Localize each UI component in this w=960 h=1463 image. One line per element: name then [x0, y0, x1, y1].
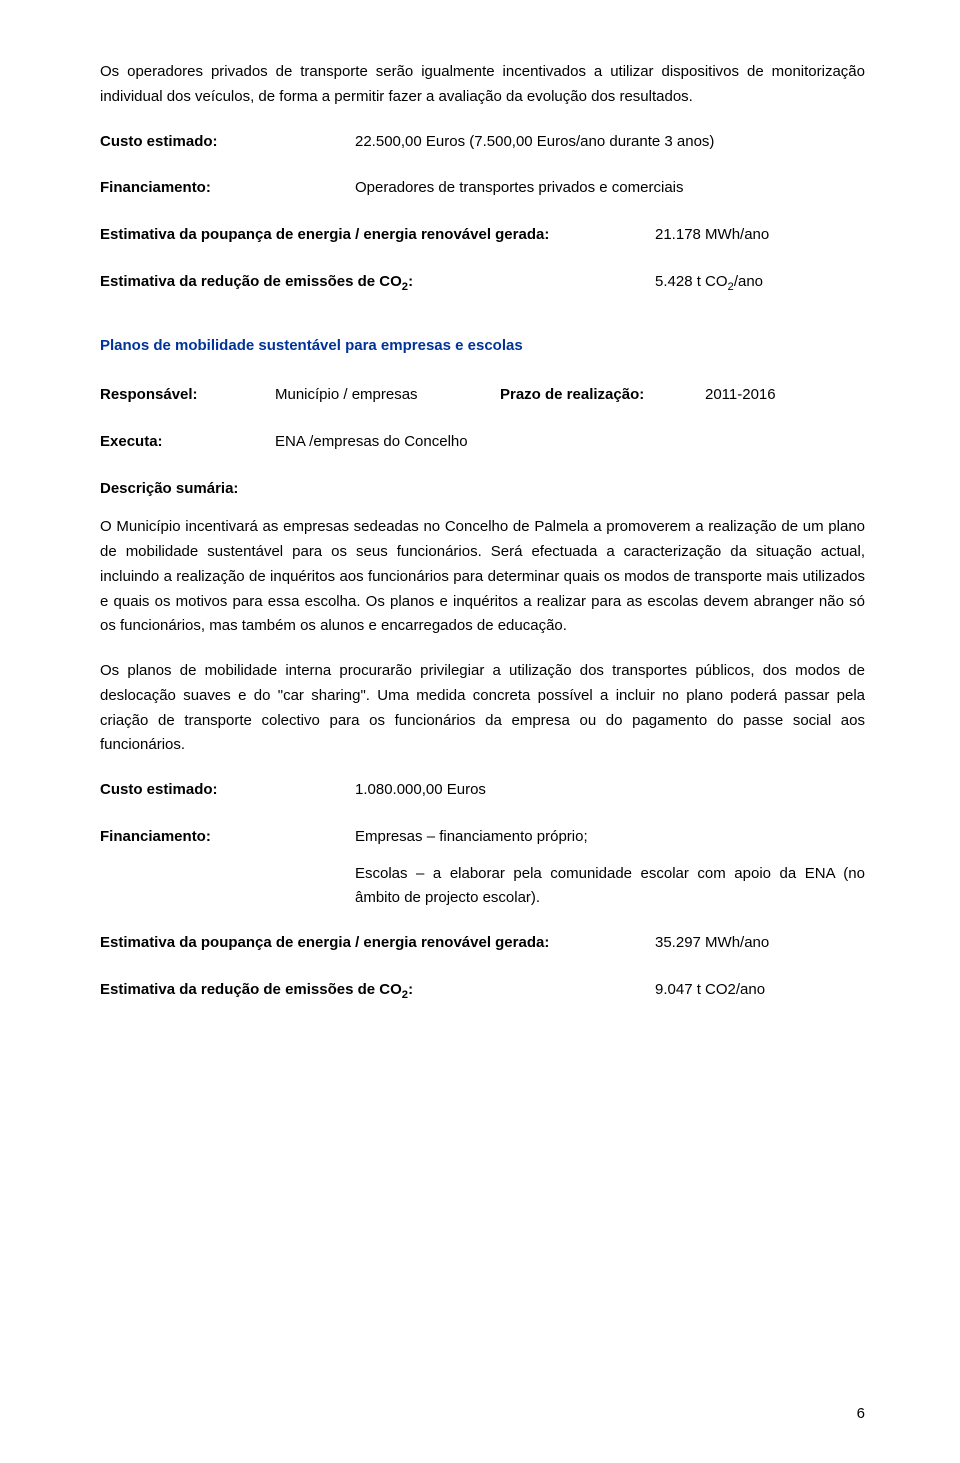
co2-row-2: Estimativa da redução de emissões de CO2…: [100, 978, 865, 1005]
financ-label-2: Financiamento:: [100, 825, 355, 850]
co2-value-1: 5.428 t CO2/ano: [655, 270, 763, 297]
custo-label-2: Custo estimado:: [100, 778, 355, 803]
poupanca-row-1: Estimativa da poupança de energia / ener…: [100, 223, 865, 248]
financ-row-1: Financiamento: Operadores de transportes…: [100, 176, 865, 201]
descricao-p1: O Município incentivará as empresas sede…: [100, 515, 865, 639]
executa-row: Executa: ENA /empresas do Concelho: [100, 430, 865, 455]
descricao-label: Descrição sumária:: [100, 477, 865, 502]
co2-row-1: Estimativa da redução de emissões de CO2…: [100, 270, 865, 297]
financ-label-1: Financiamento:: [100, 176, 355, 201]
responsavel-label: Responsável:: [100, 383, 275, 408]
co2-label-2: Estimativa da redução de emissões de CO2…: [100, 978, 655, 1005]
section2-title: Planos de mobilidade sustentável para em…: [100, 334, 865, 359]
responsavel-row: Responsável: Município / empresas Prazo …: [100, 383, 865, 408]
descricao-p2: Os planos de mobilidade interna procurar…: [100, 659, 865, 758]
page-number: 6: [857, 1402, 865, 1427]
financ-row-2: Financiamento: Empresas – financiamento …: [100, 825, 865, 850]
financ-extra: Escolas – a elaborar pela comunidade esc…: [355, 862, 865, 912]
intro-paragraph: Os operadores privados de transporte ser…: [100, 60, 865, 110]
poupanca-value-1: 21.178 MWh/ano: [655, 223, 769, 248]
poupanca-value-2: 35.297 MWh/ano: [655, 931, 769, 956]
executa-value: ENA /empresas do Concelho: [275, 430, 468, 455]
custo-label-1: Custo estimado:: [100, 130, 355, 155]
custo-row-2: Custo estimado: 1.080.000,00 Euros: [100, 778, 865, 803]
custo-row-1: Custo estimado: 22.500,00 Euros (7.500,0…: [100, 130, 865, 155]
executa-label: Executa:: [100, 430, 275, 455]
responsavel-value: Município / empresas: [275, 383, 500, 408]
poupanca-row-2: Estimativa da poupança de energia / ener…: [100, 931, 865, 956]
custo-value-2: 1.080.000,00 Euros: [355, 778, 486, 803]
custo-value-1: 22.500,00 Euros (7.500,00 Euros/ano dura…: [355, 130, 714, 155]
poupanca-label-2: Estimativa da poupança de energia / ener…: [100, 931, 655, 956]
financ-value-2: Empresas – financiamento próprio;: [355, 825, 588, 850]
prazo-label: Prazo de realização:: [500, 383, 705, 408]
prazo-value: 2011-2016: [705, 383, 776, 408]
financ-value-1: Operadores de transportes privados e com…: [355, 176, 684, 201]
co2-label-1: Estimativa da redução de emissões de CO2…: [100, 270, 655, 297]
poupanca-label-1: Estimativa da poupança de energia / ener…: [100, 223, 655, 248]
co2-value-2: 9.047 t CO2/ano: [655, 978, 765, 1005]
